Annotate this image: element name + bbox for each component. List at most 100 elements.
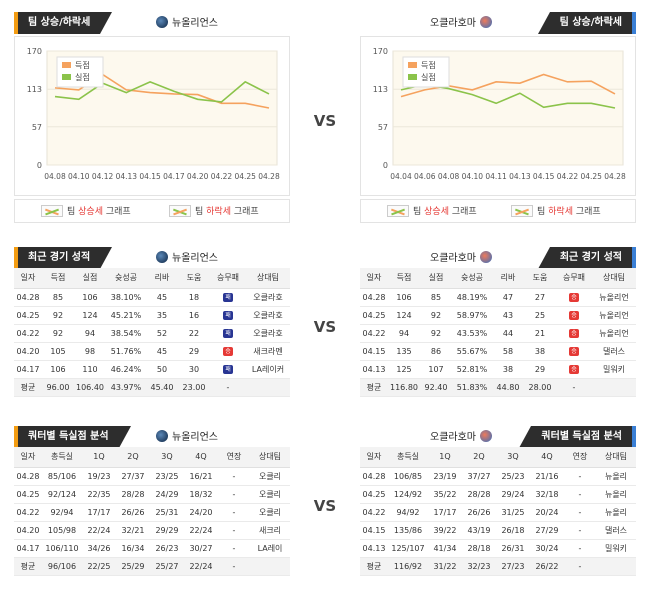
table-cell: 04.13 bbox=[360, 539, 388, 558]
quarter-tag-right: 쿼터별 득실점 분석 bbox=[519, 426, 636, 448]
series-line-allowed bbox=[54, 80, 270, 103]
table-cell: 21/16 bbox=[530, 467, 564, 486]
table-row: 04.15 135 86 55.67% 58 38 승 댈러스 bbox=[360, 342, 636, 361]
table-cell: 38.54% bbox=[106, 324, 146, 343]
table-cell: - bbox=[564, 557, 596, 576]
table-cell: 106 bbox=[388, 288, 420, 307]
table-cell: 39/22 bbox=[428, 521, 462, 540]
legend-down: 팀 하락세 그래프 bbox=[511, 205, 601, 219]
table-cell: 04.28 bbox=[360, 288, 388, 307]
result-badge: 승 bbox=[569, 293, 579, 302]
quarter-table-left: 일자 총득실 1Q 2Q 3Q 4Q 연장 상대팀 04.28 85/106 19/23 27/37 2… bbox=[14, 447, 290, 576]
trend-chart-right: 0 57 113 170 04.04 04.06 04.08 04.10 04.11 04.13 0… bbox=[360, 36, 636, 196]
table-cell: 110 bbox=[74, 360, 106, 379]
table-row: 04.28 85/106 19/23 27/37 23/25 16/21- 오클리 bbox=[14, 467, 290, 486]
table-cell: 31/22 bbox=[428, 557, 462, 576]
table-cell: 92/94 bbox=[42, 503, 82, 522]
table-cell: 새크라멘 bbox=[246, 342, 290, 361]
table-header-row: 일자 득점 실점 슛성공 리바 도움 승무패 상대팀 bbox=[14, 268, 290, 289]
table-cell: 135/86 bbox=[388, 521, 428, 540]
table-cell: 43.53% bbox=[452, 324, 492, 343]
result-cell: 패 bbox=[210, 324, 246, 343]
y-tick-label: 0 bbox=[383, 161, 388, 170]
column-header: 총득실 bbox=[42, 447, 82, 468]
series-line-scored bbox=[400, 73, 616, 98]
result-cell: 패 bbox=[210, 360, 246, 379]
recent-table-right: 일자 득점 실점 슛성공 리바 도움 승무패 상대팀 04.28 106 85 48.19% 47 27 승… bbox=[360, 268, 636, 397]
table-cell: 46.24% bbox=[106, 360, 146, 379]
table-cell: 뉴올리언 bbox=[592, 288, 636, 307]
table-cell: 04.15 bbox=[360, 521, 388, 540]
up-trend-icon bbox=[387, 205, 409, 217]
table-row: 04.20 105/98 22/24 32/21 29/29 22/24- 새크리 bbox=[14, 521, 290, 540]
table-row: 04.22 94/92 17/17 26/26 31/25 20/24- 뉴올리 bbox=[360, 503, 636, 522]
table-cell: 밀워키 bbox=[592, 360, 636, 379]
table-cell: 26/26 bbox=[462, 503, 496, 522]
table-row: 04.25 92/124 22/35 28/28 24/29 18/32- 오클리 bbox=[14, 485, 290, 504]
table-cell: LA레이 bbox=[250, 539, 290, 558]
table-row: 04.17 106 110 46.24% 50 30 패 LA레이커 bbox=[14, 360, 290, 379]
table-cell: 22/24 bbox=[184, 521, 218, 540]
table-cell: 34/26 bbox=[82, 539, 116, 558]
team-name-right: 오클라호마 bbox=[430, 251, 496, 266]
table-cell: 106.40 bbox=[74, 378, 106, 397]
column-header: 도움 bbox=[178, 268, 210, 289]
table-cell: 106 bbox=[74, 288, 106, 307]
column-header: 실점 bbox=[420, 268, 452, 289]
table-cell: 92 bbox=[42, 306, 74, 325]
table-cell: - bbox=[218, 467, 250, 486]
table-cell: 25/23 bbox=[496, 467, 530, 486]
team-name-left: 뉴올리언스 bbox=[152, 251, 218, 266]
table-cell: 23/25 bbox=[150, 467, 184, 486]
result-cell: 패 bbox=[210, 306, 246, 325]
table-cell: 106/110 bbox=[42, 539, 82, 558]
table-cell: 105/98 bbox=[42, 521, 82, 540]
recent-table-left: 일자 득점 실점 슛성공 리바 도움 승무패 상대팀 04.28 85 106 38.10% 45 18 패… bbox=[14, 268, 290, 397]
table-row: 04.28 106 85 48.19% 47 27 승 뉴올리언 bbox=[360, 288, 636, 307]
table-cell: 22/35 bbox=[82, 485, 116, 504]
legend-swatch bbox=[62, 62, 71, 68]
table-cell: 35 bbox=[146, 306, 178, 325]
table-cell: 44.80 bbox=[492, 378, 524, 397]
table-cell: 38 bbox=[492, 360, 524, 379]
column-header: 일자 bbox=[14, 447, 42, 468]
x-tick-label: 04.10 bbox=[68, 172, 90, 181]
pelicans-logo-icon bbox=[156, 251, 168, 263]
table-cell: 26/26 bbox=[116, 503, 150, 522]
table-row: 04.17 106/110 34/26 16/34 26/23 30/27- LA레이 bbox=[14, 539, 290, 558]
table-cell: 50 bbox=[146, 360, 178, 379]
column-header: 상대팀 bbox=[596, 447, 636, 468]
table-cell: 26/23 bbox=[150, 539, 184, 558]
table-cell: 18 bbox=[178, 288, 210, 307]
y-tick-label: 170 bbox=[373, 47, 388, 56]
column-header: 3Q bbox=[496, 447, 530, 468]
table-cell: 04.17 bbox=[14, 539, 42, 558]
x-tick-label: 04.08 bbox=[438, 172, 460, 181]
quarter-header-left: 쿼터별 득실점 분석 뉴올리언스 bbox=[14, 426, 290, 448]
recent-header-right: 오클라호마 최근 경기 성적 bbox=[360, 247, 636, 269]
column-header: 총득실 bbox=[388, 447, 428, 468]
quarter-tag-left: 쿼터별 득실점 분석 bbox=[14, 426, 131, 448]
table-cell: LA레이커 bbox=[246, 360, 290, 379]
average-row: 평균 96/106 22/25 25/29 25/27 22/24- bbox=[14, 557, 290, 576]
down-trend-icon bbox=[169, 205, 191, 217]
column-header: 승무패 bbox=[556, 268, 592, 289]
table-cell: 96.00 bbox=[42, 378, 74, 397]
y-tick-label: 0 bbox=[37, 161, 42, 170]
table-cell: 04.25 bbox=[14, 485, 42, 504]
table-cell: 22 bbox=[178, 324, 210, 343]
team-name-left: 뉴올리언스 bbox=[152, 430, 218, 445]
table-cell: 30 bbox=[178, 360, 210, 379]
table-row: 04.13 125/107 41/34 28/18 26/31 30/24- 밀워키 bbox=[360, 539, 636, 558]
table-cell: 26/22 bbox=[530, 557, 564, 576]
table-cell: 29 bbox=[178, 342, 210, 361]
x-tick-label: 04.28 bbox=[258, 172, 280, 181]
table-cell bbox=[592, 378, 636, 397]
table-cell: 평균 bbox=[360, 378, 388, 397]
table-cell: 51.76% bbox=[106, 342, 146, 361]
table-cell: 29/29 bbox=[150, 521, 184, 540]
table-cell: 새크리 bbox=[250, 521, 290, 540]
table-row: 04.13 125 107 52.81% 38 29 승 밀워키 bbox=[360, 360, 636, 379]
column-header: 일자 bbox=[360, 268, 388, 289]
table-cell: 32/21 bbox=[116, 521, 150, 540]
